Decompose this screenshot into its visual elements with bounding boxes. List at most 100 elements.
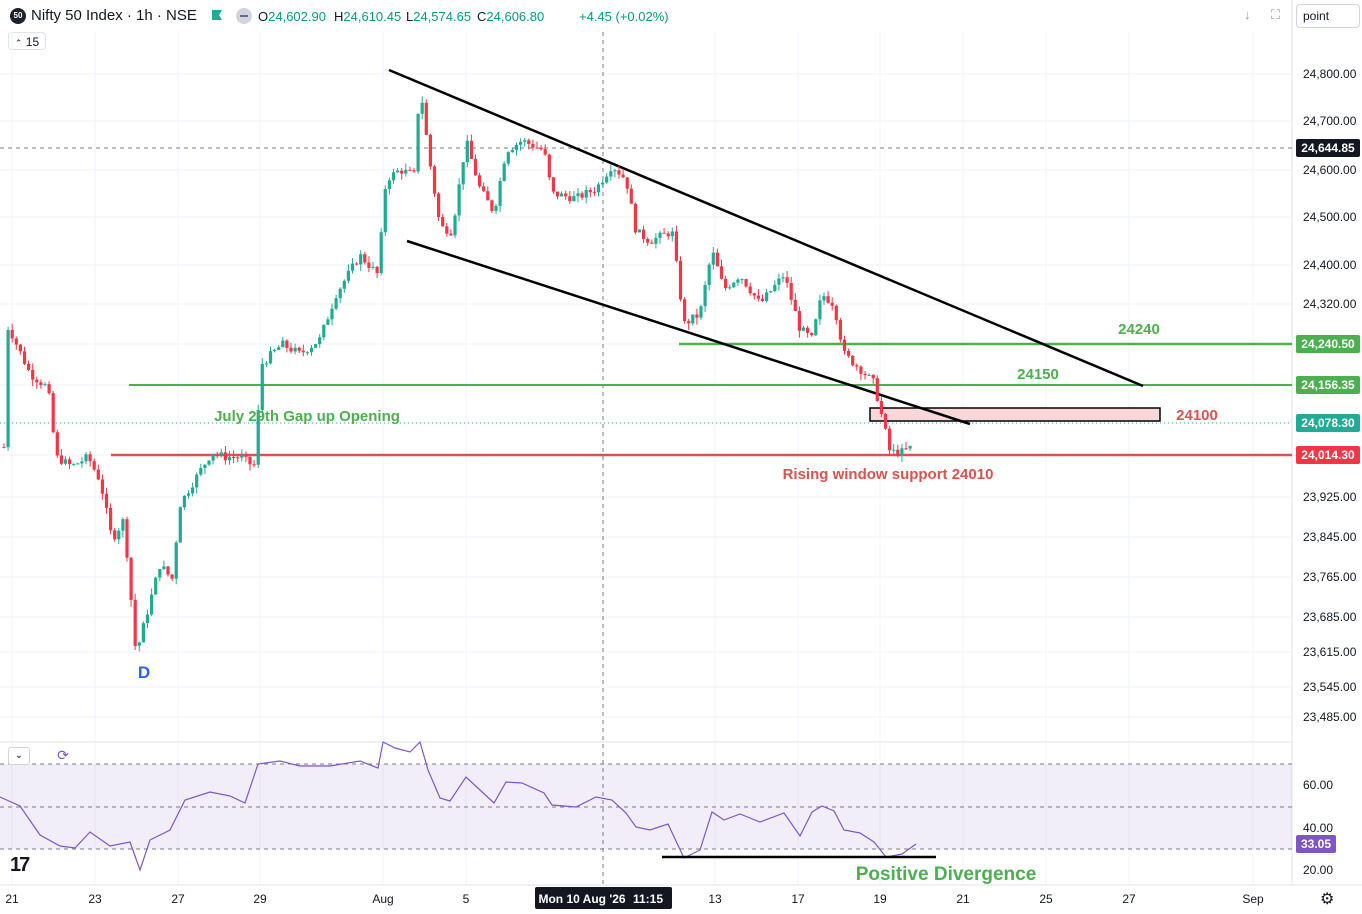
candle-body — [711, 252, 715, 265]
fullscreen-icon[interactable]: ⛶ — [1271, 7, 1281, 22]
candle-body — [724, 278, 728, 289]
candle-body — [158, 569, 162, 578]
candle-body — [76, 463, 80, 465]
candle-body — [367, 262, 371, 268]
time-axis: 21 23 27 29 Aug 5 13 17 19 21 25 27 Sep Mon 10 Aug '2… — [5, 887, 1264, 909]
price-label: 24,644.85 — [1301, 141, 1355, 155]
mode-input[interactable]: point — [1296, 4, 1360, 28]
candle-body — [502, 163, 506, 181]
candle-body — [625, 177, 629, 189]
candle-body — [432, 166, 437, 194]
candle-body — [223, 452, 227, 461]
candle-body — [363, 254, 367, 263]
candle-body — [494, 205, 498, 211]
candle-body — [322, 324, 326, 338]
candles — [2, 96, 912, 652]
candle-body — [68, 459, 72, 465]
candle-body — [211, 454, 215, 461]
candle-body — [162, 566, 166, 570]
candle-body — [416, 113, 420, 172]
candle-body — [883, 414, 888, 429]
zone-24100 — [869, 407, 1161, 422]
candle-body — [498, 180, 502, 206]
candle-body — [43, 384, 47, 386]
arrow-down-icon[interactable]: ↓ — [1244, 7, 1251, 22]
rising-window-label: Rising window support 24010 — [783, 466, 994, 483]
candle-body — [244, 455, 248, 457]
candle-body — [330, 308, 334, 320]
candle-body — [80, 461, 84, 464]
candle-body — [650, 242, 654, 244]
candle-body — [248, 456, 252, 465]
price-label: 24,156.35 — [1301, 378, 1355, 392]
candle-body — [777, 278, 781, 285]
candle-body — [72, 464, 76, 466]
tradingview-logo-icon[interactable]: 17 — [10, 854, 30, 876]
price-label: 24,240.50 — [1301, 337, 1355, 351]
crosshair-time-box — [535, 887, 672, 909]
candle-body — [240, 455, 244, 458]
candle-body — [412, 170, 416, 172]
candle-body — [564, 193, 568, 197]
candle-body — [613, 170, 617, 172]
price-label: 24,014.30 — [1301, 448, 1355, 462]
candle-body — [277, 347, 281, 350]
candle-body — [51, 393, 55, 433]
interval-button[interactable]: ⌃ 15 — [8, 32, 46, 50]
candle-body — [793, 299, 797, 312]
candle-body — [445, 226, 449, 234]
price-tick: 23,485.00 — [1303, 710, 1357, 724]
hide-icon[interactable] — [236, 8, 252, 24]
candle-body — [473, 158, 478, 176]
candle-body — [84, 454, 88, 462]
rsi-tick: 20.00 — [1303, 863, 1333, 877]
price-axis: 24,800.00 24,700.00 24,600.00 24,500.00 24,4… — [1296, 67, 1360, 877]
candle-body — [637, 229, 642, 233]
symbol-title[interactable]: Nifty 50 Index · 1h · NSE — [31, 7, 197, 24]
candle-body — [719, 266, 724, 279]
candle-body — [137, 642, 141, 646]
candle-body — [232, 457, 236, 459]
candle-body — [879, 401, 883, 415]
candle-body — [765, 292, 769, 301]
candle-body — [428, 134, 432, 167]
candle-body — [535, 147, 539, 149]
candle-body — [338, 288, 342, 299]
price-tick: 24,500.00 — [1303, 210, 1357, 224]
candle-body — [678, 260, 683, 300]
candle-body — [207, 460, 211, 465]
candle-body — [527, 140, 531, 144]
flag-icon[interactable] — [211, 9, 223, 21]
settings-icon[interactable]: ⚙ — [1320, 891, 1335, 908]
interval-count: 15 — [25, 35, 40, 49]
rsi-tick: 60.00 — [1303, 778, 1333, 792]
price-tick: 23,615.00 — [1303, 645, 1357, 659]
price-tick: 23,545.00 — [1303, 680, 1357, 694]
rsi-current-box — [1296, 835, 1336, 853]
candle-body — [596, 184, 601, 193]
candle-body — [383, 189, 387, 233]
candle-body — [486, 191, 490, 201]
candle-body — [371, 266, 375, 268]
collapse-pane-button[interactable]: ⌄ — [8, 747, 30, 765]
candle-body — [908, 445, 912, 449]
symbol-badge: 50 — [10, 8, 26, 24]
candle-body — [31, 369, 35, 380]
candle-body — [305, 352, 309, 354]
time-tick: 17 — [791, 892, 805, 906]
support-levels — [0, 342, 1292, 457]
candle-body — [818, 300, 822, 320]
candle-body — [756, 295, 760, 299]
chart-grid — [0, 0, 1362, 886]
refresh-icon[interactable]: ⟳ — [57, 747, 69, 763]
candle-body — [629, 188, 633, 204]
candle-body — [662, 232, 666, 234]
candle-body — [391, 172, 396, 181]
candle-body — [674, 231, 678, 261]
candle-body — [568, 196, 572, 202]
candle-body — [109, 507, 113, 531]
candle-body — [191, 487, 195, 494]
candle-body — [289, 347, 293, 352]
candle-body — [617, 170, 621, 175]
